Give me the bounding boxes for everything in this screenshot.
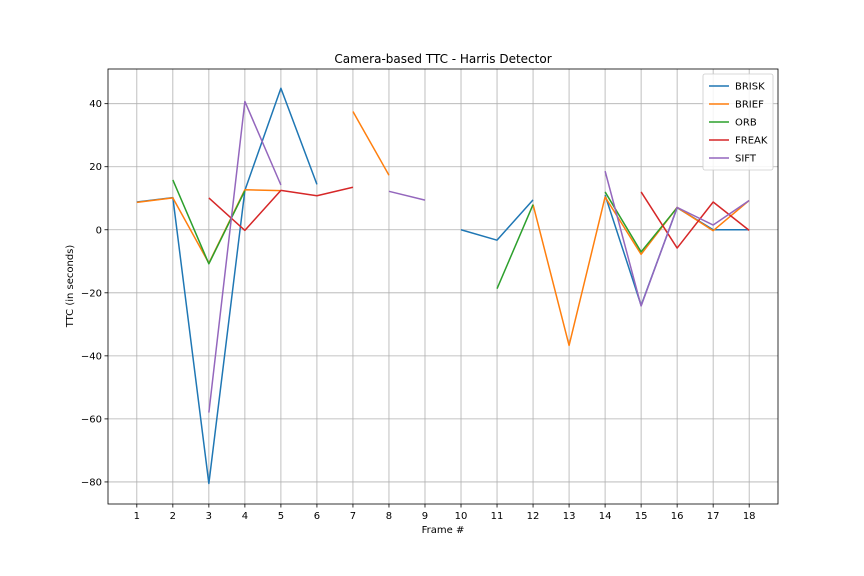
series-line-segment bbox=[604, 170, 750, 307]
x-tick-label: 9 bbox=[422, 511, 428, 522]
y-axis-title: TTC (in seconds) bbox=[65, 245, 76, 329]
series-line-segment bbox=[352, 111, 390, 176]
series-layer bbox=[136, 87, 750, 485]
y-tick-label: 40 bbox=[89, 99, 102, 110]
series-line-segment bbox=[532, 196, 750, 347]
x-tick-label: 8 bbox=[386, 511, 392, 522]
series-line-segment bbox=[388, 190, 426, 201]
series-line-segment bbox=[496, 204, 534, 290]
y-tick-label: 20 bbox=[89, 162, 102, 173]
x-tick-label: 12 bbox=[527, 511, 540, 522]
legend-label: BRISK bbox=[735, 82, 765, 93]
x-tick-label: 6 bbox=[314, 511, 320, 522]
series-brief bbox=[136, 111, 750, 347]
legend-item-brief: BRIEF bbox=[709, 100, 764, 111]
x-tick-label: 10 bbox=[455, 511, 468, 522]
legend-label: SIFT bbox=[735, 154, 757, 165]
y-tick-label: 0 bbox=[96, 225, 102, 236]
chart-title: Camera-based TTC - Harris Detector bbox=[334, 52, 551, 66]
x-tick-label: 1 bbox=[134, 511, 140, 522]
y-tick-label: −40 bbox=[81, 351, 102, 362]
x-tick-label: 14 bbox=[599, 511, 612, 522]
x-tick-label: 3 bbox=[206, 511, 212, 522]
legend-item-brisk: BRISK bbox=[709, 82, 765, 93]
y-ticks: −80 −60 −40 −20 0 20 40 bbox=[81, 99, 108, 488]
x-tick-label: 11 bbox=[491, 511, 504, 522]
legend-box bbox=[702, 73, 774, 171]
legend-label: ORB bbox=[735, 118, 757, 129]
series-line-segment bbox=[640, 191, 750, 249]
grid bbox=[108, 69, 778, 504]
y-tick-label: −20 bbox=[81, 288, 102, 299]
series-brisk bbox=[136, 87, 750, 485]
legend-item-orb: ORB bbox=[709, 118, 757, 129]
x-axis-title: Frame # bbox=[422, 525, 465, 536]
x-tick-label: 15 bbox=[635, 511, 648, 522]
legend: BRISK BRIEF ORB FREAK SIFT bbox=[702, 73, 774, 171]
series-orb bbox=[172, 179, 678, 290]
series-freak bbox=[208, 186, 750, 249]
y-tick-label: −80 bbox=[81, 477, 102, 488]
series-line-segment bbox=[208, 186, 354, 232]
x-ticks: 1 2 3 4 5 6 7 8 9 10 11 12 13 14 15 16 17 18 bbox=[134, 504, 756, 522]
legend-item-freak: FREAK bbox=[709, 136, 768, 147]
series-line-segment bbox=[460, 199, 534, 241]
legend-label: FREAK bbox=[735, 136, 768, 147]
y-tick-label: −60 bbox=[81, 414, 102, 425]
series-sift bbox=[208, 100, 750, 413]
series-line-segment bbox=[136, 87, 318, 485]
plot-frame bbox=[107, 68, 779, 505]
x-tick-label: 2 bbox=[170, 511, 176, 522]
x-tick-label: 7 bbox=[350, 511, 356, 522]
legend-item-sift: SIFT bbox=[709, 154, 757, 165]
series-line-segment bbox=[208, 100, 282, 413]
x-tick-label: 5 bbox=[278, 511, 284, 522]
legend-label: BRIEF bbox=[735, 100, 764, 111]
x-tick-label: 4 bbox=[242, 511, 248, 522]
series-line-segment bbox=[604, 191, 678, 253]
x-tick-label: 17 bbox=[707, 511, 720, 522]
x-tick-label: 18 bbox=[743, 511, 756, 522]
x-tick-label: 13 bbox=[563, 511, 576, 522]
series-line-segment bbox=[172, 179, 246, 265]
x-tick-label: 16 bbox=[671, 511, 684, 522]
